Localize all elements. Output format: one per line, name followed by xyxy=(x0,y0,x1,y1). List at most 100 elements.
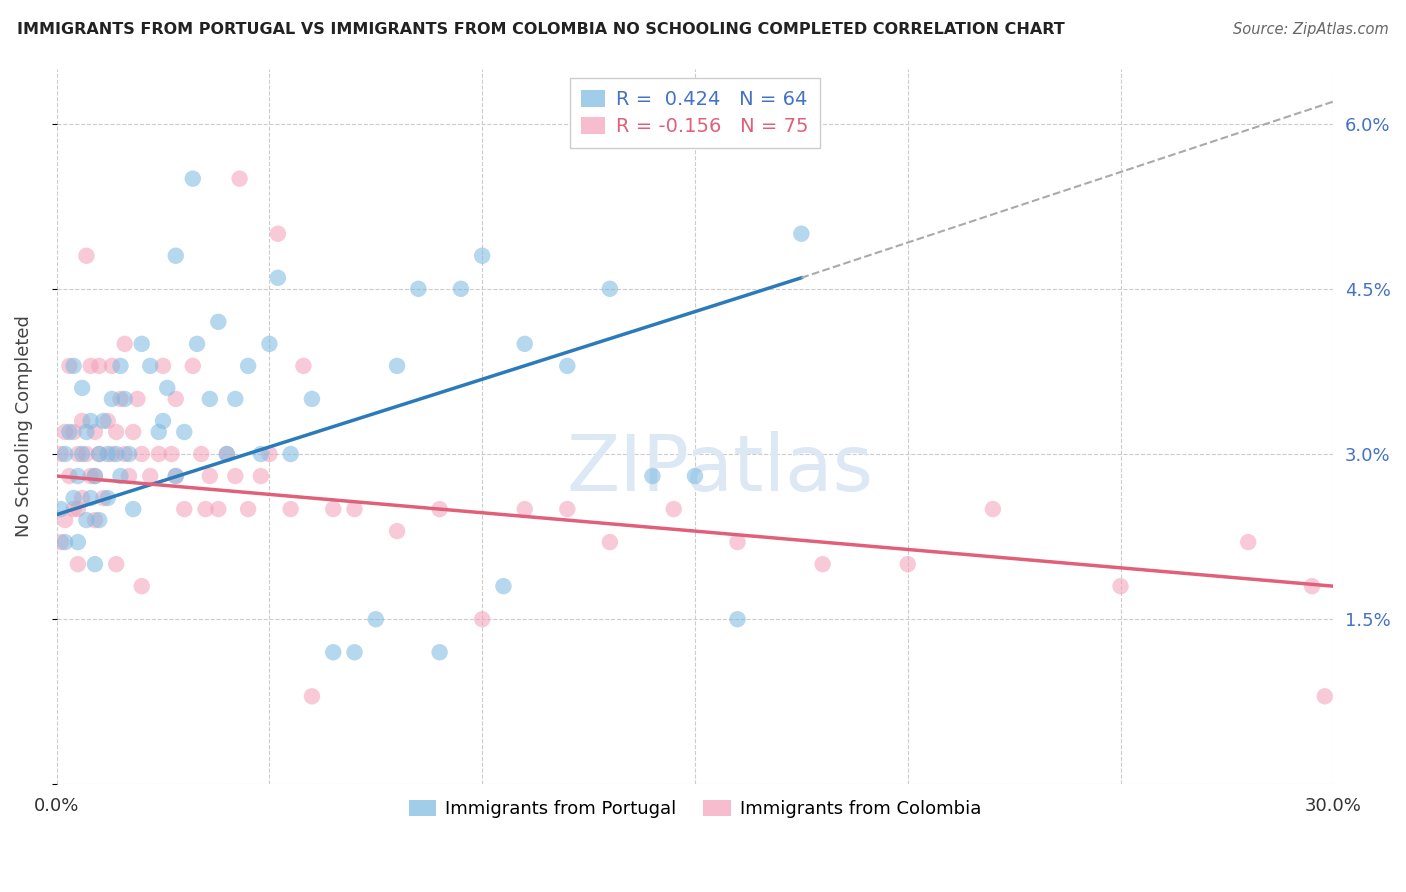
Point xyxy=(198,469,221,483)
Point xyxy=(267,270,290,285)
Point xyxy=(58,359,80,373)
Point xyxy=(131,337,153,351)
Point xyxy=(385,524,408,538)
Point xyxy=(110,359,132,373)
Text: ZIPatlas: ZIPatlas xyxy=(567,432,875,508)
Point xyxy=(280,502,302,516)
Point xyxy=(236,359,259,373)
Point xyxy=(62,491,84,505)
Point xyxy=(93,491,115,505)
Point xyxy=(1237,535,1260,549)
Point xyxy=(110,469,132,483)
Point xyxy=(228,171,250,186)
Point xyxy=(70,447,93,461)
Point xyxy=(727,612,749,626)
Point xyxy=(139,359,162,373)
Point xyxy=(173,502,195,516)
Point xyxy=(429,502,451,516)
Point xyxy=(70,414,93,428)
Point xyxy=(152,414,174,428)
Point xyxy=(224,469,246,483)
Point xyxy=(118,469,141,483)
Point xyxy=(101,447,124,461)
Point xyxy=(186,337,208,351)
Point xyxy=(683,469,706,483)
Point xyxy=(105,557,128,571)
Point xyxy=(70,491,93,505)
Point xyxy=(75,425,97,439)
Point xyxy=(114,392,136,406)
Point xyxy=(89,447,111,461)
Point xyxy=(114,337,136,351)
Point xyxy=(62,359,84,373)
Point xyxy=(250,447,273,461)
Point xyxy=(97,447,120,461)
Point xyxy=(181,171,204,186)
Legend: Immigrants from Portugal, Immigrants from Colombia: Immigrants from Portugal, Immigrants fro… xyxy=(402,793,988,825)
Point xyxy=(207,502,229,516)
Point xyxy=(70,381,93,395)
Point xyxy=(89,513,111,527)
Point xyxy=(79,359,101,373)
Point xyxy=(118,447,141,461)
Point xyxy=(160,447,183,461)
Point xyxy=(89,447,111,461)
Point xyxy=(79,491,101,505)
Point xyxy=(301,392,323,406)
Point xyxy=(139,469,162,483)
Point xyxy=(148,425,170,439)
Point xyxy=(513,337,536,351)
Point xyxy=(207,315,229,329)
Point xyxy=(259,337,281,351)
Point xyxy=(292,359,315,373)
Point xyxy=(555,502,578,516)
Point xyxy=(981,502,1004,516)
Point xyxy=(897,557,920,571)
Point xyxy=(555,359,578,373)
Point xyxy=(122,425,145,439)
Point xyxy=(110,392,132,406)
Point xyxy=(97,414,120,428)
Point xyxy=(165,469,187,483)
Point xyxy=(127,392,149,406)
Point xyxy=(66,502,89,516)
Point xyxy=(75,249,97,263)
Point xyxy=(280,447,302,461)
Point xyxy=(75,513,97,527)
Point xyxy=(84,469,107,483)
Point xyxy=(224,392,246,406)
Point xyxy=(1313,690,1336,704)
Point xyxy=(165,392,187,406)
Point xyxy=(101,359,124,373)
Point xyxy=(1109,579,1132,593)
Point xyxy=(148,447,170,461)
Point xyxy=(471,249,494,263)
Point xyxy=(105,425,128,439)
Point xyxy=(513,502,536,516)
Point xyxy=(662,502,685,516)
Point xyxy=(811,557,834,571)
Point xyxy=(66,447,89,461)
Point xyxy=(301,690,323,704)
Point xyxy=(1301,579,1323,593)
Point xyxy=(450,282,472,296)
Point xyxy=(66,557,89,571)
Point xyxy=(114,447,136,461)
Point xyxy=(165,469,187,483)
Point xyxy=(173,425,195,439)
Point xyxy=(322,502,344,516)
Point xyxy=(267,227,290,241)
Point xyxy=(131,579,153,593)
Point xyxy=(408,282,430,296)
Point xyxy=(58,469,80,483)
Point xyxy=(105,447,128,461)
Point xyxy=(215,447,238,461)
Point xyxy=(471,612,494,626)
Point xyxy=(53,447,76,461)
Text: IMMIGRANTS FROM PORTUGAL VS IMMIGRANTS FROM COLOMBIA NO SCHOOLING COMPLETED CORR: IMMIGRANTS FROM PORTUGAL VS IMMIGRANTS F… xyxy=(17,22,1064,37)
Point xyxy=(58,425,80,439)
Point xyxy=(53,535,76,549)
Point xyxy=(236,502,259,516)
Point xyxy=(215,447,238,461)
Point xyxy=(66,535,89,549)
